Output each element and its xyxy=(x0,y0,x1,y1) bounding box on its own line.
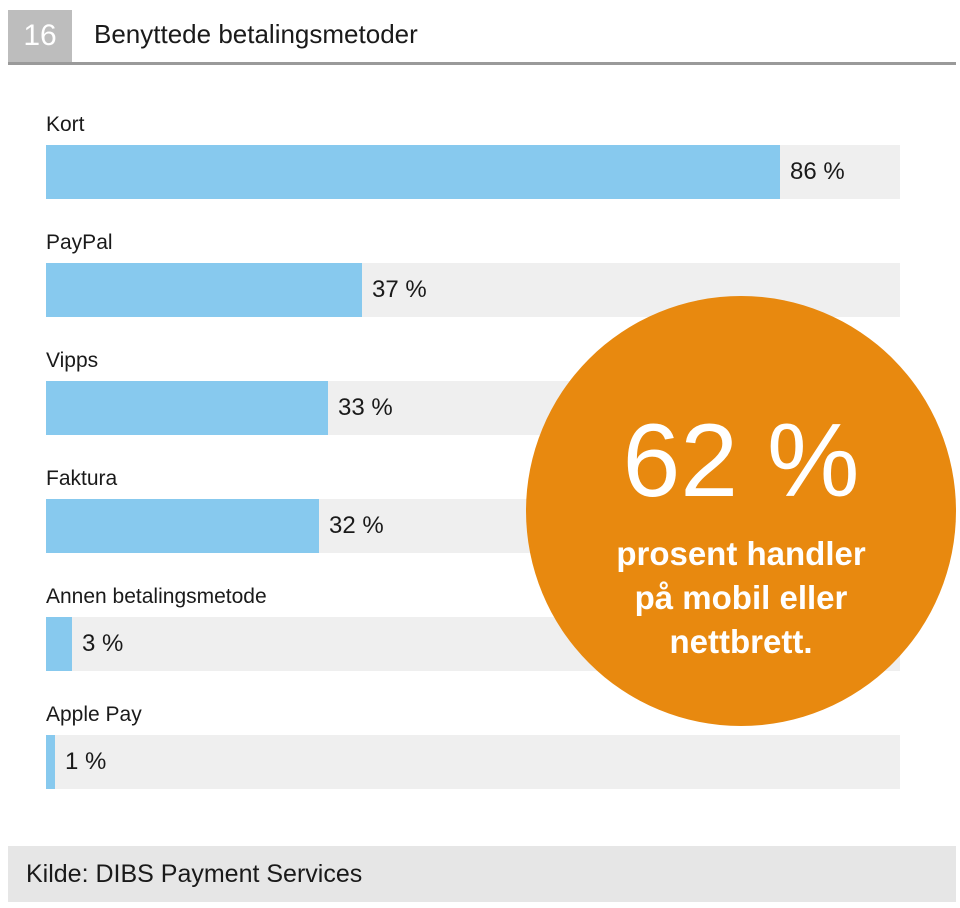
bar-label: Vipps xyxy=(46,349,99,372)
bar-value-label: 33 % xyxy=(338,394,393,421)
bar xyxy=(46,617,72,671)
bar-label: Annen betalingsmetode xyxy=(46,585,267,608)
highlight-callout: 62 % prosent handler på mobil eller nett… xyxy=(526,296,956,726)
bar-value-label: 37 % xyxy=(372,276,427,303)
figure-number: 16 xyxy=(8,10,72,62)
title-divider xyxy=(8,62,956,65)
bar xyxy=(46,381,328,435)
bar xyxy=(46,145,780,199)
bar-value-label: 32 % xyxy=(329,512,384,539)
bar-label: PayPal xyxy=(46,231,113,254)
chart-header: 16 Benyttede betalingsmetoder xyxy=(0,0,960,65)
source-footer: Kilde: DIBS Payment Services xyxy=(8,846,956,902)
bar xyxy=(46,499,319,553)
bar-label: Apple Pay xyxy=(46,703,142,726)
bar-value-label: 1 % xyxy=(65,748,107,775)
bar-label: Faktura xyxy=(46,467,118,490)
bar-track: 86 % xyxy=(46,145,900,199)
callout-value: 62 % xyxy=(622,403,860,519)
bar xyxy=(46,735,55,789)
bar-track: 37 % xyxy=(46,263,900,317)
source-note: Kilde: DIBS Payment Services xyxy=(26,860,363,888)
bar-label: Kort xyxy=(46,113,85,136)
bar-track: 1 % xyxy=(46,735,900,789)
bar xyxy=(46,263,362,317)
bar-value-label: 86 % xyxy=(790,158,845,185)
callout-text: prosent handler på mobil eller nettbrett… xyxy=(616,535,866,660)
bar-value-label: 3 % xyxy=(82,630,124,657)
chart-title: Benyttede betalingsmetoder xyxy=(94,19,418,49)
